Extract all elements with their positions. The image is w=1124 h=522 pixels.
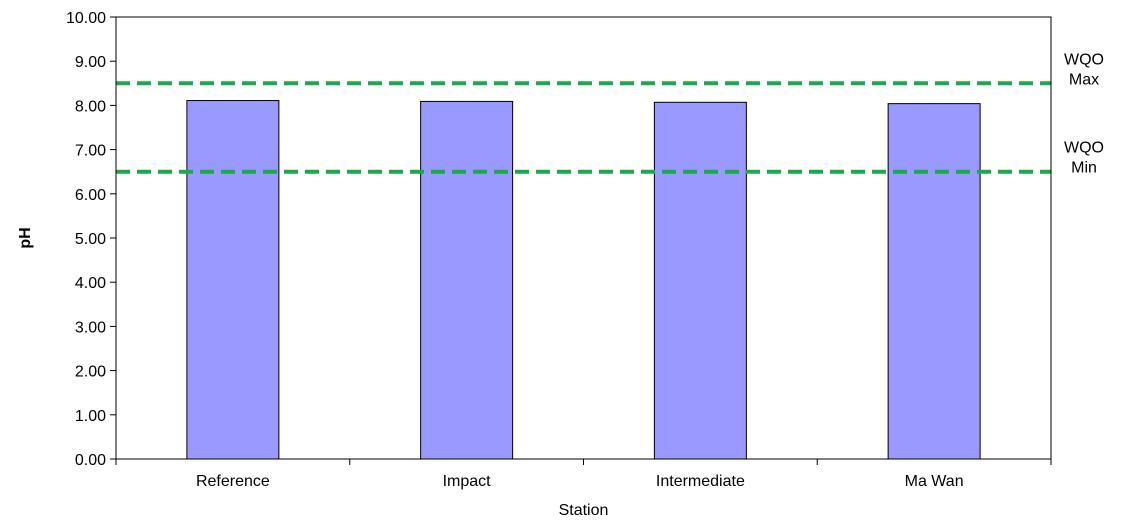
y-tick-label: 10.00 — [66, 10, 106, 27]
y-tick-label: 1.00 — [75, 408, 106, 425]
y-tick-label: 3.00 — [75, 319, 106, 336]
bar-intermediate — [653, 101, 747, 460]
y-tick-label: 9.00 — [75, 54, 106, 71]
bar-ma-wan — [887, 103, 981, 460]
bar-reference — [186, 100, 280, 460]
y-tick-label: 0.00 — [75, 452, 106, 469]
bar-impact — [420, 100, 514, 460]
y-tick-label: 5.00 — [75, 231, 106, 248]
reference-label-line2: Max — [1069, 71, 1099, 88]
y-axis-title: pH — [17, 227, 34, 248]
x-axis-title: Station — [559, 502, 609, 519]
reference-label-line1: WQO — [1064, 51, 1104, 68]
x-tick-label: Intermediate — [656, 473, 745, 490]
x-tick-label: Reference — [196, 473, 270, 490]
reference-lines: WQO Max WQO Min — [116, 51, 1104, 177]
y-tick-label: 7.00 — [75, 143, 106, 160]
y-tick-label: 8.00 — [75, 98, 106, 115]
y-tick-label: 4.00 — [75, 275, 106, 292]
y-axis-ticks: 0.00 1.00 2.00 3.00 4.00 5.00 6.00 7.00 8.00 9.00… — [66, 10, 116, 469]
reference-label-line2: Min — [1071, 160, 1097, 177]
bars — [186, 100, 981, 460]
y-tick-label: 6.00 — [75, 187, 106, 204]
x-tick-label: Impact — [443, 473, 492, 490]
x-tick-label: Ma Wan — [905, 473, 964, 490]
reference-label-line1: WQO — [1064, 140, 1104, 157]
y-tick-label: 2.00 — [75, 364, 106, 381]
x-axis-ticks: Reference Impact Intermediate Ma Wan — [115, 459, 1052, 490]
